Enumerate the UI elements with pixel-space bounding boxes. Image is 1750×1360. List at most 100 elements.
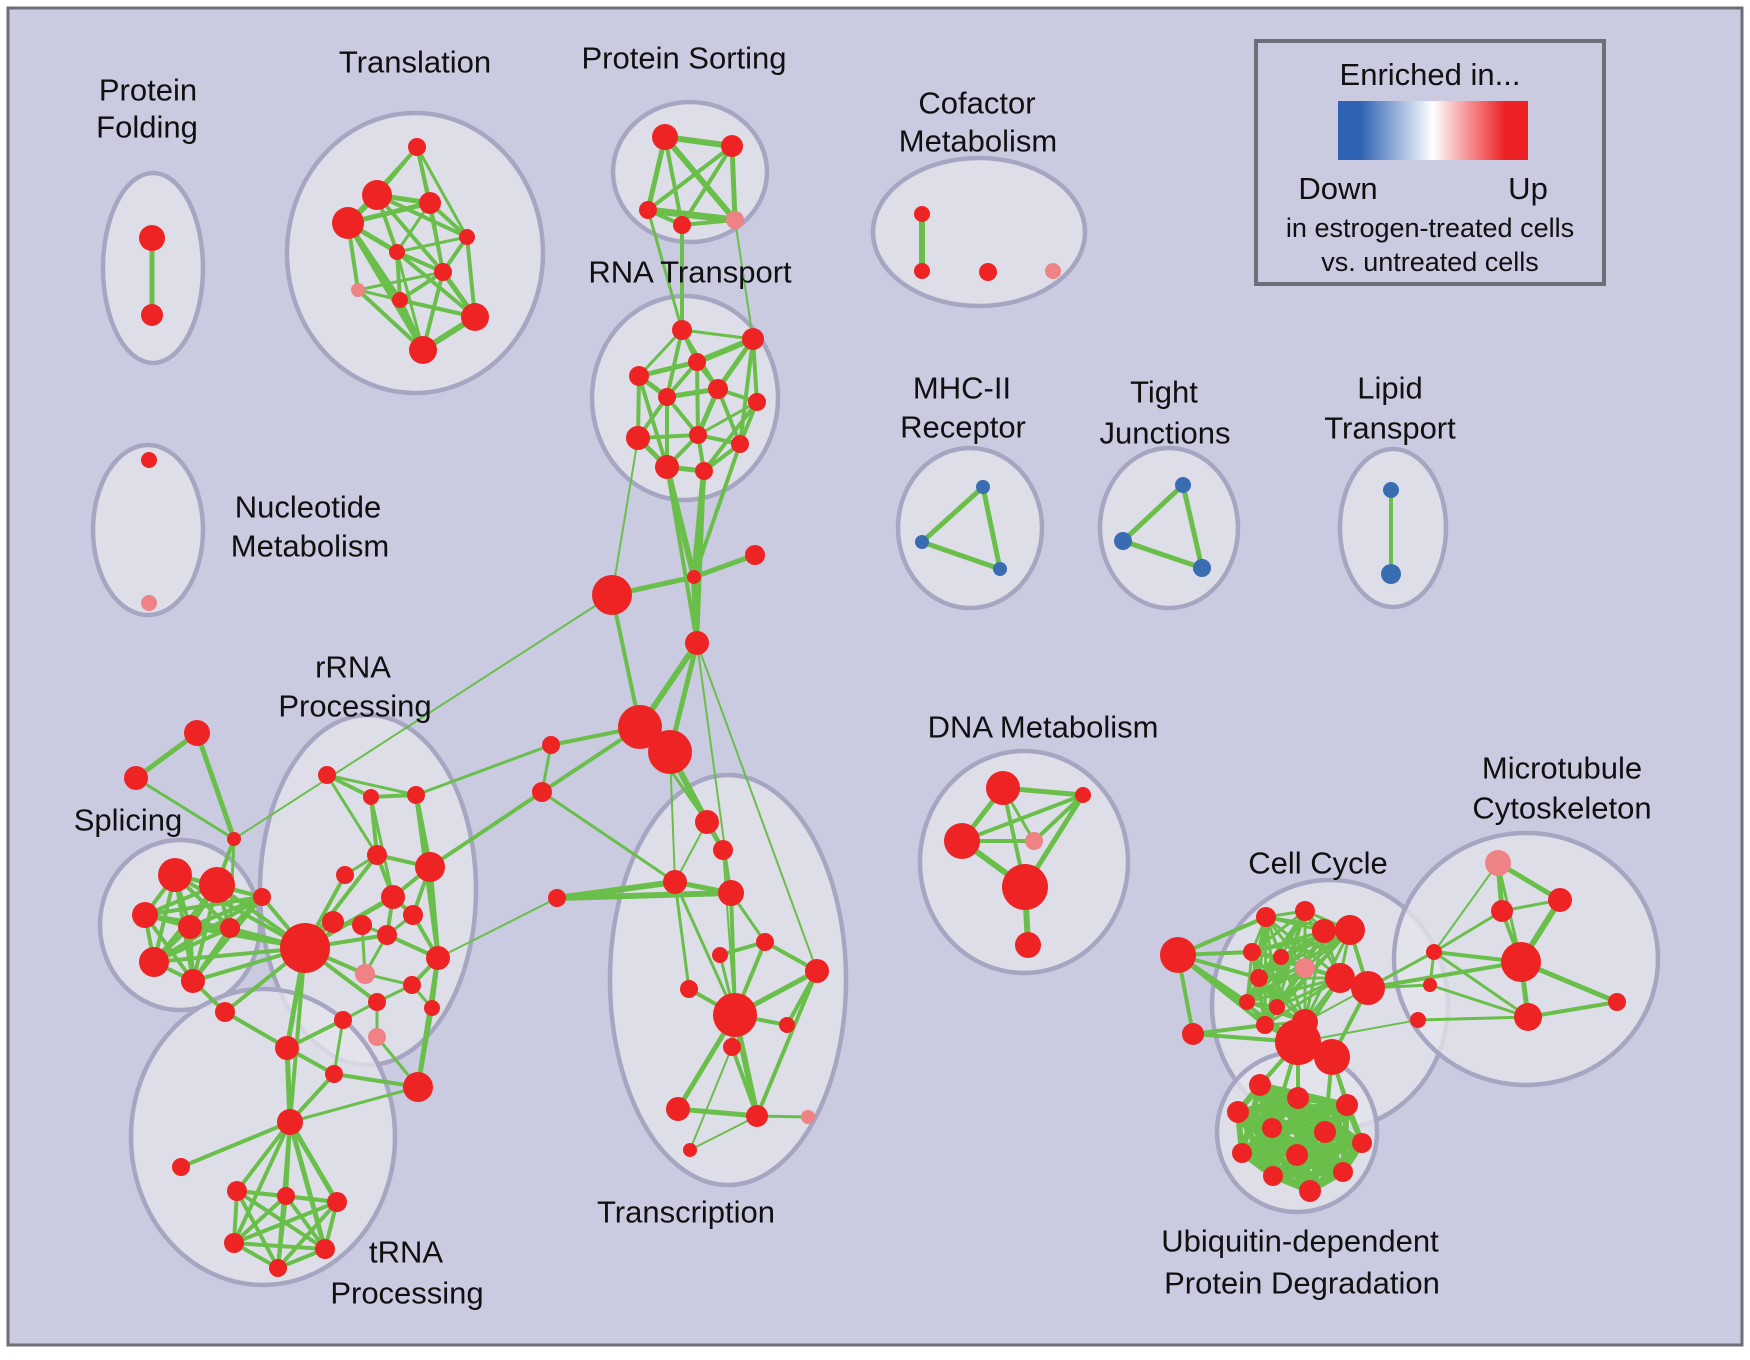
node-x5	[548, 889, 566, 907]
node-sp7	[181, 969, 205, 993]
node-t10	[461, 303, 489, 331]
node-a6	[322, 911, 344, 933]
edge-ps2-ps3	[646, 144, 734, 212]
edge-mt1-mt4	[1433, 862, 1499, 953]
node-r6	[658, 388, 676, 406]
edge-tr5-tr6	[232, 1200, 339, 1245]
node-u5	[1262, 1118, 1282, 1138]
edge-ps3-ps5	[644, 206, 739, 224]
edge-x12-x14	[730, 1045, 759, 1118]
edge-mh1-mh2	[919, 484, 986, 545]
node-h1	[280, 923, 330, 973]
node-a16	[275, 1036, 299, 1060]
edge-rr1-rr3	[325, 773, 418, 797]
edge-s2-s3	[134, 776, 236, 841]
node-cc15	[1256, 1016, 1274, 1034]
node-sp8	[253, 888, 271, 906]
cluster-label-lipid-transport: Lipid	[1357, 371, 1423, 406]
node-a14	[334, 1011, 352, 1029]
node-x3	[663, 870, 687, 894]
edge-d2-d4	[1032, 793, 1085, 843]
edge-mt3-mt4	[1432, 909, 1504, 954]
node-cc14	[1269, 999, 1285, 1015]
node-x6	[756, 933, 774, 951]
node-u4	[1227, 1101, 1249, 1123]
node-r10	[731, 435, 749, 453]
node-cc2	[1182, 1023, 1204, 1045]
edge-r11-m4	[665, 465, 699, 645]
node-pf1	[139, 225, 165, 251]
node-mh3	[993, 562, 1007, 576]
cluster-label-nucleotide-metabolism: Metabolism	[231, 529, 390, 564]
node-mt1	[1485, 850, 1511, 876]
edge-m2-m3	[691, 552, 758, 580]
edge-s3-m1	[233, 594, 613, 840]
node-ps4	[673, 216, 691, 234]
node-t3	[419, 192, 441, 214]
node-a11	[403, 976, 421, 994]
node-tr8	[269, 1259, 287, 1277]
node-c3	[979, 263, 997, 281]
legend-gradient-bar	[1338, 101, 1528, 160]
node-a12	[368, 993, 386, 1011]
cluster-label-nucleotide-metabolism: Nucleotide	[235, 490, 381, 525]
cluster-label-dna-metabolism: DNA Metabolism	[928, 710, 1159, 745]
node-x1	[695, 810, 719, 834]
edge-t4-t11	[345, 220, 426, 353]
node-t5	[459, 229, 475, 245]
node-u3	[1336, 1094, 1358, 1116]
node-n2	[141, 595, 157, 611]
node-x7	[712, 947, 728, 963]
node-cc11	[1351, 971, 1385, 1005]
edge-x12-x16	[689, 1046, 733, 1151]
node-x13	[666, 1097, 690, 1121]
node-t6	[389, 244, 405, 260]
node-x11	[779, 1017, 795, 1033]
edge-s1-s3	[194, 730, 237, 842]
edge-mh2-mh3	[919, 539, 1003, 572]
edge-x3-x10	[673, 880, 737, 1017]
edge-tr5-tr8	[276, 1200, 339, 1270]
edge-t5-t6	[395, 235, 469, 254]
edge-tr1-tr7	[287, 1119, 328, 1252]
node-t8	[351, 283, 365, 297]
edge-sp3-sp8	[143, 895, 264, 917]
edge-t8-t11	[356, 288, 425, 352]
edge-r9-m1	[611, 437, 639, 596]
node-t11	[409, 336, 437, 364]
edge-m8-a3	[428, 790, 544, 869]
node-sp3	[132, 902, 158, 928]
edge-sp7-sp8	[191, 895, 264, 983]
node-tj1	[1175, 477, 1191, 493]
node-x12	[723, 1038, 741, 1056]
node-x9	[680, 980, 698, 998]
node-d5	[1002, 864, 1048, 910]
legend-up-label: Up	[1508, 171, 1548, 206]
node-d3	[944, 823, 980, 859]
edge-m7-rr3	[414, 743, 553, 797]
edge-tj1-tj3	[1180, 482, 1205, 571]
cluster-label-mhc-ii-receptor: MHC-II	[913, 371, 1011, 406]
node-cc8	[1273, 949, 1289, 965]
node-u7	[1352, 1133, 1372, 1153]
cluster-label-tight-junctions: Junctions	[1100, 416, 1231, 451]
edge-m4-x8	[696, 642, 818, 972]
cluster-label-rna-transport: RNA Transport	[588, 255, 792, 290]
edge-x13-x14	[675, 1106, 760, 1119]
edge-mh1-mh3	[980, 484, 1003, 572]
node-cc4	[1295, 901, 1315, 921]
cluster-label-cofactor-metabolism: Metabolism	[899, 124, 1058, 159]
node-r4	[629, 366, 649, 386]
legend-down-label: Down	[1298, 171, 1378, 206]
node-rr3	[407, 786, 425, 804]
node-cc3	[1256, 907, 1276, 927]
cluster-label-cofactor-metabolism: Cofactor	[918, 86, 1035, 121]
node-c4	[1045, 263, 1061, 279]
node-r9	[626, 426, 650, 450]
node-x2	[713, 840, 733, 860]
node-x14	[746, 1105, 768, 1127]
node-a15	[368, 1028, 386, 1046]
node-u2	[1287, 1087, 1309, 1109]
edge-x3-x9	[673, 880, 691, 991]
node-cc12	[1250, 969, 1268, 987]
